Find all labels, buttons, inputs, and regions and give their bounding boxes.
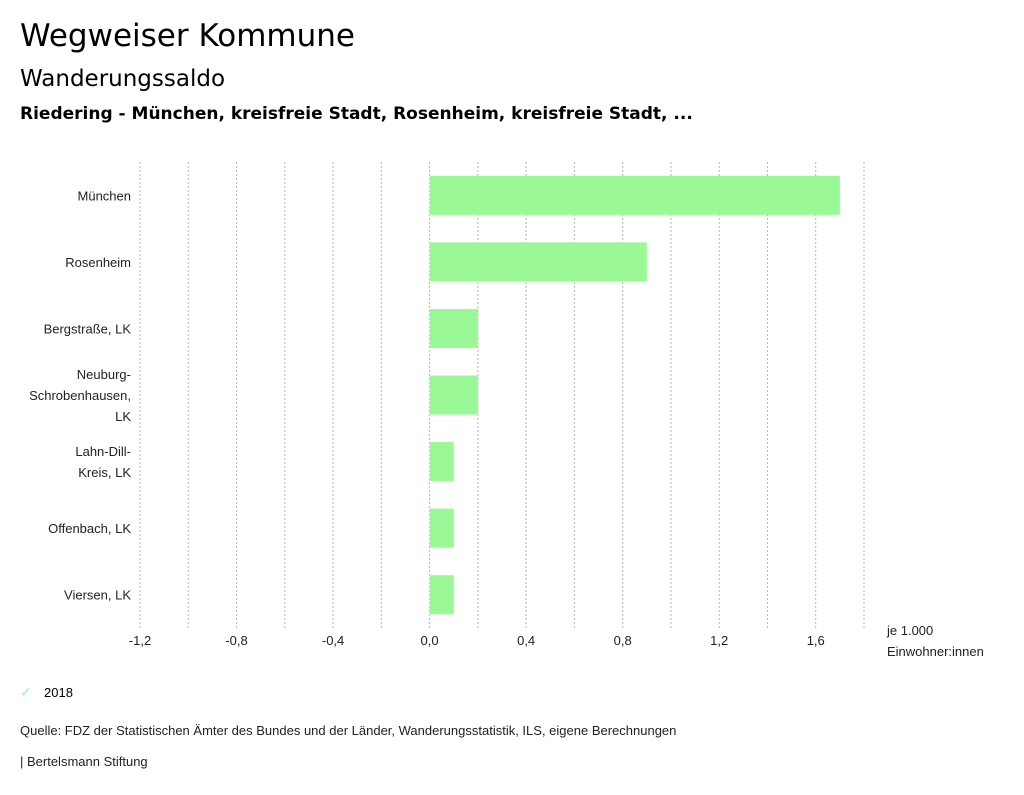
grid-lines [139, 162, 865, 628]
category-label: München [78, 188, 131, 203]
tick-label: -0,4 [322, 633, 344, 648]
tick-label: 0,4 [517, 633, 535, 648]
x-axis-unit: je 1.000 Einwohner:innen [886, 623, 984, 659]
brand-note: | Bertelsmann Stiftung [20, 754, 148, 769]
chart-subtitle: Wanderungssaldo [20, 66, 226, 92]
category-label: Rosenheim [65, 255, 131, 270]
category-label: Bergstraße, LK [44, 321, 132, 336]
tick-label: 0,8 [614, 633, 632, 648]
category-label: LK [115, 409, 131, 424]
category-label: Lahn-Dill- [75, 444, 131, 459]
source-note: Quelle: FDZ der Statistischen Ämter des … [20, 723, 677, 738]
tick-label: 0,0 [421, 633, 439, 648]
check-icon[interactable]: ✓ [20, 684, 32, 700]
region-selection: Riedering - München, kreisfreie Stadt, R… [20, 104, 693, 124]
category-labels: München Rosenheim Bergstraße, LK Neuburg- Sc… [29, 188, 131, 602]
tick-label: 1,2 [710, 633, 728, 648]
legend[interactable]: ✓ 2018 [20, 684, 73, 701]
bar[interactable] [429, 508, 454, 548]
legend-item-2018[interactable]: 2018 [44, 685, 73, 700]
category-label: Schrobenhausen, [29, 388, 131, 403]
unit-label: je 1.000 [886, 623, 933, 638]
page-title: Wegweiser Kommune [20, 18, 355, 54]
bar[interactable] [429, 308, 478, 348]
bar[interactable] [429, 242, 647, 282]
bar[interactable] [429, 175, 840, 215]
bars [429, 175, 840, 615]
category-label: Viersen, LK [64, 588, 131, 603]
bar[interactable] [429, 442, 454, 482]
unit-label: Einwohner:innen [887, 644, 984, 659]
tick-label: -1,2 [129, 633, 151, 648]
category-label: Offenbach, LK [48, 521, 131, 536]
bar[interactable] [429, 575, 454, 615]
bar[interactable] [429, 375, 478, 415]
tick-label: 1,6 [807, 633, 825, 648]
category-label: Neuburg- [77, 367, 131, 382]
x-axis-ticks: -1,2 -0,8 -0,4 0,0 0,4 0,8 1,2 1,6 [129, 633, 825, 648]
tick-label: -0,8 [225, 633, 247, 648]
bar-chart: München Rosenheim Bergstraße, LK Neuburg- Sc… [29, 162, 984, 659]
category-label: Kreis, LK [78, 465, 131, 480]
